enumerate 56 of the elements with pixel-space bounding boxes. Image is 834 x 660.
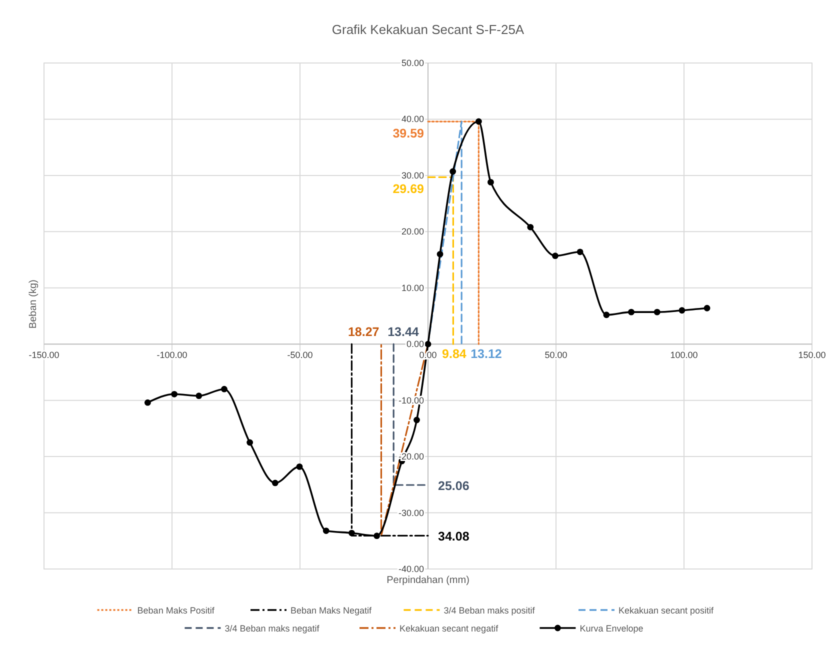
annotation: 9.84 [442, 347, 466, 362]
point [221, 386, 228, 392]
legend-label: 3/4 Beban maks negatif [224, 624, 320, 634]
point [576, 248, 584, 256]
point [246, 439, 254, 446]
legend-label: Beban Maks Positif [137, 606, 215, 616]
y-axis-title: Beban (kg) [28, 280, 39, 329]
y-tick-label: -40.00 [398, 564, 424, 574]
y-tick-label: 50.00 [401, 58, 424, 68]
chart-title: Grafik Kekakuan Secant S-F-25A [332, 22, 524, 37]
point [678, 307, 686, 314]
y-tick-label: 10.00 [401, 282, 424, 293]
legend-label: 3/4 Beban maks positif [444, 606, 536, 616]
point [272, 480, 278, 486]
point [527, 224, 534, 230]
point [552, 252, 558, 260]
point [475, 118, 482, 125]
y-tick-label: 30.00 [401, 170, 424, 180]
y-tick-label: 0.00 [406, 339, 424, 350]
x-tick-label: -150.00 [28, 350, 60, 360]
x-tick-label: 50.00 [544, 350, 568, 360]
point [414, 416, 420, 424]
x-tick-label: -100.00 [156, 350, 188, 360]
point [450, 168, 456, 175]
point [704, 304, 710, 312]
point [322, 528, 330, 534]
x-tick-label: -50.00 [287, 350, 313, 360]
point [296, 463, 303, 470]
point [424, 340, 432, 348]
y-tick-label: 40.00 [401, 114, 424, 124]
point [374, 532, 380, 540]
annotation: 39.59 [392, 126, 424, 141]
legend-label: Kekakuan secant negatif [400, 624, 499, 634]
point [654, 308, 660, 316]
annotation: 34.08 [438, 530, 470, 544]
x-axis-title: Perpindahan (mm) [386, 575, 470, 586]
point [488, 178, 494, 186]
x-tick-label: 100.00 [670, 350, 698, 360]
point [348, 530, 355, 536]
legend-label: Beban Maks Negatif [290, 606, 372, 616]
annotation: 25.06 [438, 479, 470, 494]
y-tick-label: 20.00 [401, 226, 424, 237]
point [436, 250, 444, 258]
point [603, 312, 610, 318]
y-tick-label: -30.00 [398, 508, 424, 518]
x-tick-label: 150.00 [798, 350, 826, 360]
annotation: 13.44 [388, 325, 419, 340]
point [628, 308, 634, 316]
legend-label: Kekakuan secant positif [618, 606, 714, 616]
annotation: 13.12 [470, 347, 502, 362]
legend-label: Kurva Envelope [580, 624, 644, 634]
annotation: 29.69 [392, 182, 424, 196]
point [196, 392, 202, 400]
point [171, 390, 178, 398]
annotation: 18.27 [348, 325, 380, 340]
point [144, 399, 151, 406]
